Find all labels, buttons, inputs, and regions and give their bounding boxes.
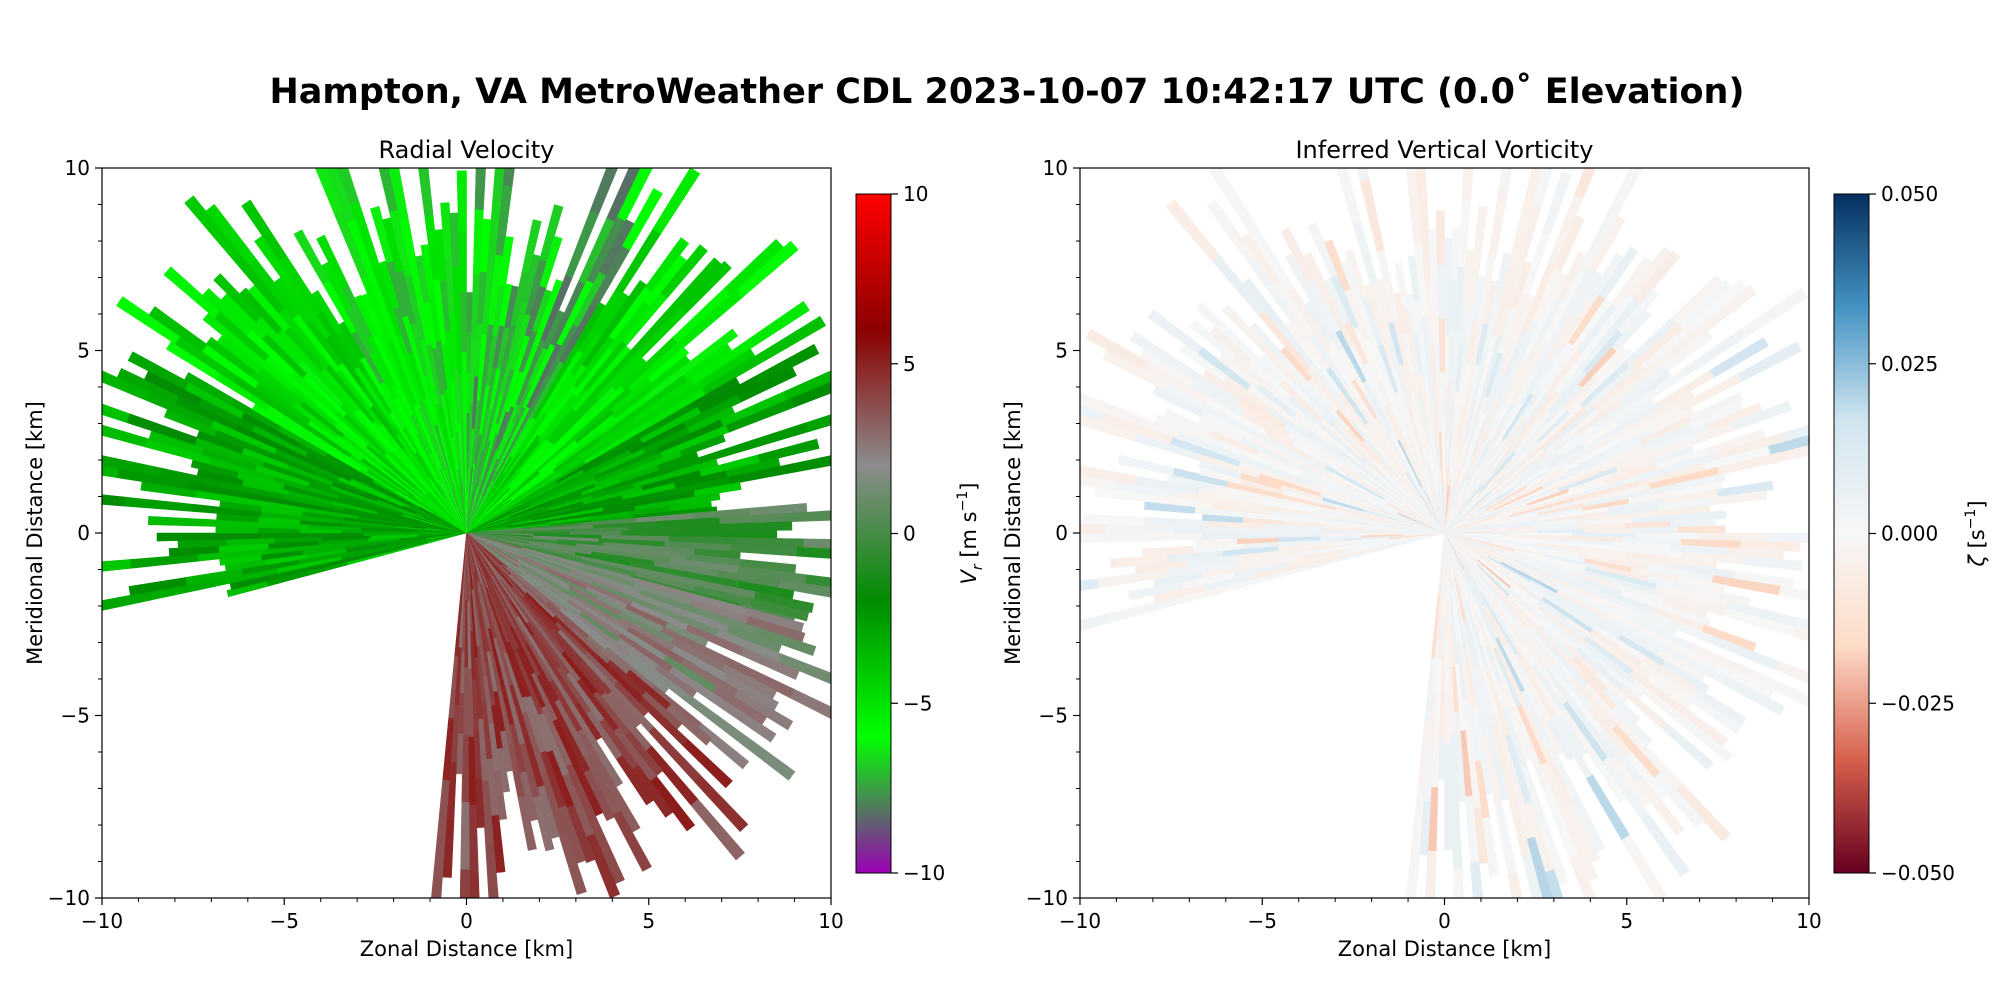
- panel-title: Inferred Vertical Vorticity: [1295, 136, 1593, 164]
- x-tick-label: 10: [1796, 909, 1821, 933]
- x-tick-label: 5: [1620, 909, 1633, 933]
- colorbar: [855, 193, 892, 874]
- x-tick-label: −10: [81, 909, 123, 933]
- y-tick-label: −5: [61, 704, 90, 728]
- colorbar-tick-label: 10: [903, 182, 928, 206]
- colorbar-tick-label: −10: [903, 861, 945, 885]
- colorbar-tick-label: −5: [903, 691, 932, 715]
- colorbar-tick-label: 0: [903, 522, 916, 546]
- colorbar-label: Vr [m s−1]: [955, 483, 986, 585]
- x-axis-label: Zonal Distance [km]: [1338, 937, 1551, 961]
- colorbar-tick-label: 5: [903, 352, 916, 376]
- colorbar-label: ζ [s−1]: [1963, 500, 1989, 567]
- x-tick-label: 5: [642, 909, 655, 933]
- x-tick-label: −5: [1248, 909, 1277, 933]
- y-tick-label: −10: [48, 886, 90, 910]
- y-axis-label: Meridional Distance [km]: [23, 401, 47, 665]
- panel-vorticity: Inferred Vertical Vorticity −10 −5 0 5 10 −10 −…: [1001, 136, 1989, 961]
- x-tick-label: 0: [460, 909, 473, 933]
- colorbar-tick-label: 0.050: [1881, 182, 1938, 206]
- y-tick-label: 10: [65, 156, 90, 180]
- colorbar-tick-label: 0.025: [1881, 352, 1938, 376]
- y-tick-label: −5: [1039, 704, 1068, 728]
- y-tick-label: 5: [1055, 339, 1068, 363]
- colorbar-tick-label: −0.025: [1881, 691, 1955, 715]
- x-axis-label: Zonal Distance [km]: [360, 937, 573, 961]
- y-tick-label: 0: [77, 521, 90, 545]
- panel-title: Radial Velocity: [379, 136, 555, 164]
- x-tick-label: −5: [270, 909, 299, 933]
- figure-title: Hampton, VA MetroWeather CDL 2023-10-07 …: [270, 71, 1745, 112]
- colorbar-tick-label: −0.050: [1881, 861, 1955, 885]
- y-axis-label: Meridional Distance [km]: [1001, 401, 1025, 665]
- radar-sweep: [102, 168, 831, 898]
- x-tick-label: 0: [1438, 909, 1451, 933]
- radar-sweep: [1080, 168, 1809, 898]
- colorbar: [1833, 193, 1870, 874]
- panel-radial-velocity: Radial Velocity −10 −5 0 5 10 −10 −5 0 5 10 Zonal D…: [23, 136, 986, 961]
- y-tick-label: 0: [1055, 521, 1068, 545]
- x-tick-label: 10: [818, 909, 843, 933]
- y-tick-label: 10: [1043, 156, 1068, 180]
- y-tick-label: 5: [77, 339, 90, 363]
- colorbar-tick-label: 0.000: [1881, 522, 1938, 546]
- y-tick-label: −10: [1026, 886, 1068, 910]
- x-tick-label: −10: [1059, 909, 1101, 933]
